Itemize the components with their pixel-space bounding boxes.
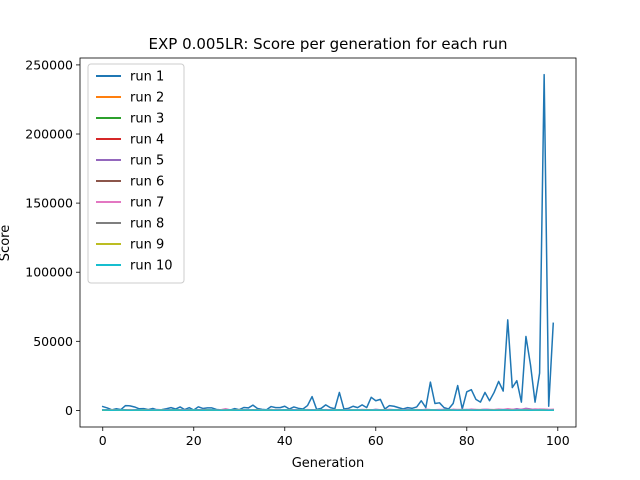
y-tick-label: 0 [65, 403, 73, 418]
legend-label-run-7: run 7 [130, 196, 164, 211]
legend: run 1 run 2 run 3 run 4 run 5 run 6 run 7 run 8… [87, 63, 185, 284]
plot-area [101, 73, 555, 412]
x-tick-label: 40 [277, 433, 293, 448]
legend-label-run-9: run 9 [130, 238, 164, 253]
legend-label-run-4: run 4 [130, 133, 164, 148]
legend-label-run-10: run 10 [130, 259, 173, 274]
axes: 0 20 40 60 80 100 0 50000 100000 150000 200000 2500… [25, 57, 577, 448]
y-tick-label: 250000 [25, 57, 73, 72]
legend-label-run-5: run 5 [130, 154, 164, 169]
x-tick-label: 100 [546, 433, 570, 448]
legend-label-run-2: run 2 [130, 91, 164, 106]
x-tick-label: 80 [459, 433, 475, 448]
x-tick-label: 20 [186, 433, 202, 448]
x-tick-label: 60 [368, 433, 384, 448]
legend-label-run-3: run 3 [130, 112, 164, 127]
axes-frame [79, 57, 577, 428]
y-tick-label: 150000 [25, 196, 73, 211]
series-line-run-1 [101, 73, 555, 411]
legend-label-run-1: run 1 [130, 70, 164, 85]
x-axis-label: Generation [292, 456, 365, 471]
x-tick-label: 0 [99, 433, 107, 448]
chart-title: EXP 0.005LR: Score per generation for ea… [149, 35, 508, 53]
y-tick-label: 100000 [25, 265, 73, 280]
y-tick-label: 50000 [33, 334, 73, 349]
legend-label-run-6: run 6 [130, 175, 164, 190]
y-axis-label: Score [0, 225, 13, 261]
y-tick-label: 200000 [25, 127, 73, 142]
legend-label-run-8: run 8 [130, 217, 164, 232]
series-lines [101, 73, 555, 412]
